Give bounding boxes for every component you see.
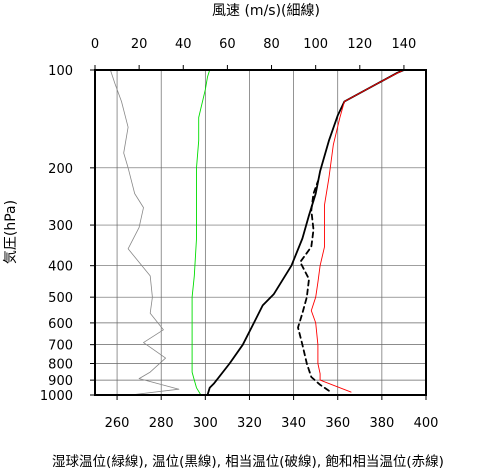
tick-label-temperature: 280 [149,416,174,431]
tick-label-pressure: 300 [48,219,73,234]
tick-label-wind: 120 [347,37,372,52]
series-line-theta [206,69,405,396]
tick-label-pressure: 700 [48,339,73,354]
tick-label-temperature: 360 [325,416,350,431]
tick-label-temperature: 320 [237,416,262,431]
series-line-theta_es [310,69,405,393]
tick-label-pressure: 400 [48,260,73,275]
series-line-wind [110,69,180,396]
tick-label-temperature: 260 [105,416,130,431]
series-line-wet_bulb [191,69,211,396]
tick-label-pressure: 900 [48,374,73,389]
tick-label-pressure: 500 [48,291,73,306]
series-line-theta_e [297,180,330,392]
tick-label-temperature: 400 [414,416,439,431]
grid [95,69,427,396]
tick-label-wind: 0 [91,37,99,52]
tick-label-wind: 60 [219,37,236,52]
tick-label-wind: 40 [175,37,192,52]
plot-frame [94,69,427,396]
tick-label-wind: 20 [131,37,148,52]
tick-label-pressure: 800 [48,358,73,373]
tick-label-pressure: 200 [48,162,73,177]
tick-label-wind: 80 [263,37,280,52]
tick-label-pressure: 100 [48,64,73,79]
caption: 湿球温位(緑線), 温位(黒線), 相当温位(破線), 飽和相当温位(赤線) [52,454,444,470]
tick-label-wind: 140 [392,37,417,52]
tick-label-pressure: 600 [48,317,73,332]
tick-label-wind: 100 [303,37,328,52]
tick-label-temperature: 300 [193,416,218,431]
tick-label-pressure: 1000 [40,389,73,404]
tick-label-temperature: 340 [281,416,306,431]
top-axis-title: 風速 (m/s)(細線) [212,3,320,19]
series-group [110,69,405,396]
y-axis-title: 気圧(hPa) [3,200,19,264]
tick-label-temperature: 380 [369,416,394,431]
